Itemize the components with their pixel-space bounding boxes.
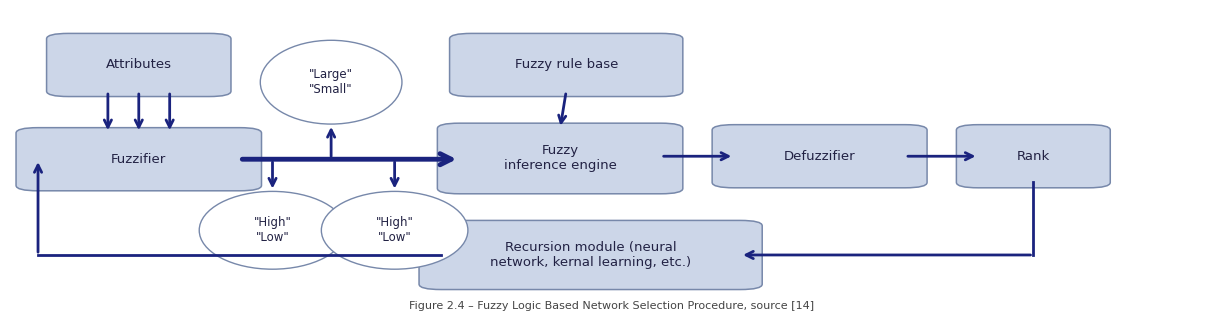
Text: "High"
"Low": "High" "Low" — [376, 216, 414, 244]
FancyBboxPatch shape — [437, 123, 683, 194]
FancyBboxPatch shape — [47, 33, 231, 96]
FancyBboxPatch shape — [419, 220, 763, 290]
Text: Rank: Rank — [1017, 150, 1050, 163]
Text: "High"
"Low": "High" "Low" — [253, 216, 291, 244]
Text: "Large"
"Small": "Large" "Small" — [310, 68, 353, 96]
Text: Defuzzifier: Defuzzifier — [783, 150, 856, 163]
Text: Fuzzifier: Fuzzifier — [111, 153, 166, 166]
Text: Fuzzy rule base: Fuzzy rule base — [514, 58, 618, 71]
FancyBboxPatch shape — [712, 125, 927, 188]
FancyBboxPatch shape — [449, 33, 683, 96]
Ellipse shape — [200, 191, 345, 269]
Text: Recursion module (neural
network, kernal learning, etc.): Recursion module (neural network, kernal… — [490, 241, 692, 269]
FancyBboxPatch shape — [956, 125, 1110, 188]
Text: Attributes: Attributes — [105, 58, 171, 71]
FancyBboxPatch shape — [16, 128, 262, 191]
Text: Fuzzy
inference engine: Fuzzy inference engine — [503, 144, 617, 173]
Ellipse shape — [261, 40, 401, 124]
Ellipse shape — [322, 191, 468, 269]
Text: Figure 2.4 – Fuzzy Logic Based Network Selection Procedure, source [14]: Figure 2.4 – Fuzzy Logic Based Network S… — [410, 300, 814, 311]
